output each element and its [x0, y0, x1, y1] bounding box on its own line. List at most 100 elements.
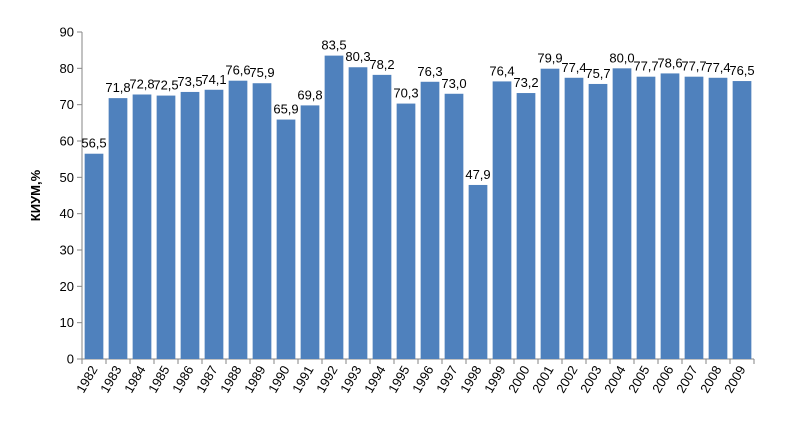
y-tick-labels: 0 10 20 30 40 50 60 70 80 90	[60, 25, 74, 367]
y-tick-label: 60	[60, 134, 74, 149]
data-label-2005: 77,7	[633, 59, 658, 74]
data-label-1988: 76,6	[225, 63, 250, 78]
data-label-1983: 71,8	[105, 80, 130, 95]
x-tick-label-2008: 2008	[697, 363, 724, 396]
x-tick-label-2004: 2004	[601, 363, 628, 396]
x-tick-label-1982: 1982	[73, 363, 100, 396]
data-label-1985: 72,5	[153, 78, 178, 93]
x-tick-label-1984: 1984	[121, 363, 148, 396]
data-label-2002: 77,4	[561, 60, 586, 75]
data-label-1982: 56,5	[81, 136, 106, 151]
x-tick-label-1994: 1994	[361, 363, 388, 396]
bar-1988	[228, 80, 248, 359]
data-label-2006: 78,6	[657, 55, 682, 70]
x-tick-label-2006: 2006	[649, 363, 676, 396]
bar-2007	[684, 76, 704, 359]
x-tick-label-1991: 1991	[289, 363, 316, 396]
data-label-1987: 74,1	[201, 72, 226, 87]
x-tick-label-1987: 1987	[193, 363, 220, 396]
data-label-1986: 73,5	[177, 74, 202, 89]
x-tick-label-1993: 1993	[337, 363, 364, 396]
x-tick-label-1986: 1986	[169, 363, 196, 396]
data-label-1996: 76,3	[417, 64, 442, 79]
bar-2006	[660, 73, 680, 360]
bar-2008	[708, 77, 728, 359]
data-label-1995: 70,3	[393, 86, 418, 101]
bar-1989	[252, 83, 272, 359]
x-tick-label-1985: 1985	[145, 363, 172, 396]
bar-2004	[612, 68, 632, 359]
x-tick-label-2007: 2007	[673, 363, 700, 396]
bar-1990	[276, 119, 296, 360]
bar-1996	[420, 81, 440, 359]
bar-1999	[492, 81, 512, 359]
bar-1997	[444, 93, 464, 360]
x-tick-label-1990: 1990	[265, 363, 292, 396]
x-tick-label-1983: 1983	[97, 363, 124, 396]
x-tick-label-2009: 2009	[721, 363, 748, 396]
y-tick-label: 20	[60, 279, 74, 294]
y-tick-label: 90	[60, 25, 74, 40]
data-label-2000: 73,2	[513, 75, 538, 90]
y-tick-label: 50	[60, 170, 74, 185]
data-label-1999: 76,4	[489, 63, 514, 78]
bar-2001	[540, 68, 560, 360]
bar-1994	[372, 74, 392, 359]
bar-1987	[204, 89, 224, 360]
data-label-1991: 69,8	[297, 87, 322, 102]
data-label-2007: 77,7	[681, 59, 706, 74]
data-label-1993: 80,3	[345, 49, 370, 64]
data-label-2004: 80,0	[609, 50, 634, 65]
data-label-1990: 65,9	[273, 102, 298, 117]
bar-2009	[732, 81, 752, 360]
x-tick-labels: 1982198319841985198619871988198919901991…	[73, 363, 748, 396]
y-tick-label: 10	[60, 315, 74, 330]
x-tick-label-1992: 1992	[313, 363, 340, 396]
x-tick-label-1996: 1996	[409, 363, 436, 396]
data-label-2003: 75,7	[585, 66, 610, 81]
bar-2000	[516, 93, 536, 359]
bar-1982	[84, 153, 104, 359]
bar-1991	[300, 105, 320, 359]
bar-1995	[396, 103, 416, 360]
y-tick-label: 30	[60, 243, 74, 258]
bar-2005	[636, 76, 656, 359]
x-tick-label-1998: 1998	[457, 363, 484, 396]
x-tick-label-2005: 2005	[625, 363, 652, 396]
data-label-1992: 83,5	[321, 38, 346, 53]
y-axis-title: КИУМ,%	[28, 169, 43, 221]
x-tick-label-1995: 1995	[385, 363, 412, 396]
data-label-1998: 47,9	[465, 167, 490, 182]
bar-1992	[324, 55, 344, 359]
y-tick-label: 40	[60, 206, 74, 221]
y-tick-label: 80	[60, 61, 74, 76]
bar-1986	[180, 91, 200, 359]
x-tick-label-2003: 2003	[577, 363, 604, 396]
data-label-1984: 72,8	[129, 76, 154, 91]
x-tick-label-2002: 2002	[553, 363, 580, 396]
data-label-2008: 77,4	[705, 60, 730, 75]
data-label-2009: 76,5	[729, 63, 754, 78]
y-tick-label: 0	[67, 352, 74, 367]
data-label-2001: 79,9	[537, 51, 562, 66]
data-label-1997: 73,0	[441, 76, 466, 91]
y-tick-label: 70	[60, 97, 74, 112]
bar-1985	[156, 95, 176, 359]
bar-1993	[348, 67, 368, 359]
bar-2003	[588, 83, 608, 359]
bar-1984	[132, 94, 152, 359]
data-label-1989: 75,9	[249, 65, 274, 80]
bar-1998	[468, 184, 488, 359]
x-tick-label-1997: 1997	[433, 363, 460, 396]
bars	[84, 55, 752, 360]
x-tick-label-2001: 2001	[529, 363, 556, 396]
x-tick-label-1989: 1989	[241, 363, 268, 396]
bar-2002	[564, 77, 584, 359]
x-tick-label-2000: 2000	[505, 363, 532, 396]
x-tick-label-1999: 1999	[481, 363, 508, 396]
x-tick-label-1988: 1988	[217, 363, 244, 396]
data-labels: 56,5 71,872,872,573,574,176,675,9 65,969,8…	[81, 38, 754, 182]
data-label-1994: 78,2	[369, 57, 394, 72]
